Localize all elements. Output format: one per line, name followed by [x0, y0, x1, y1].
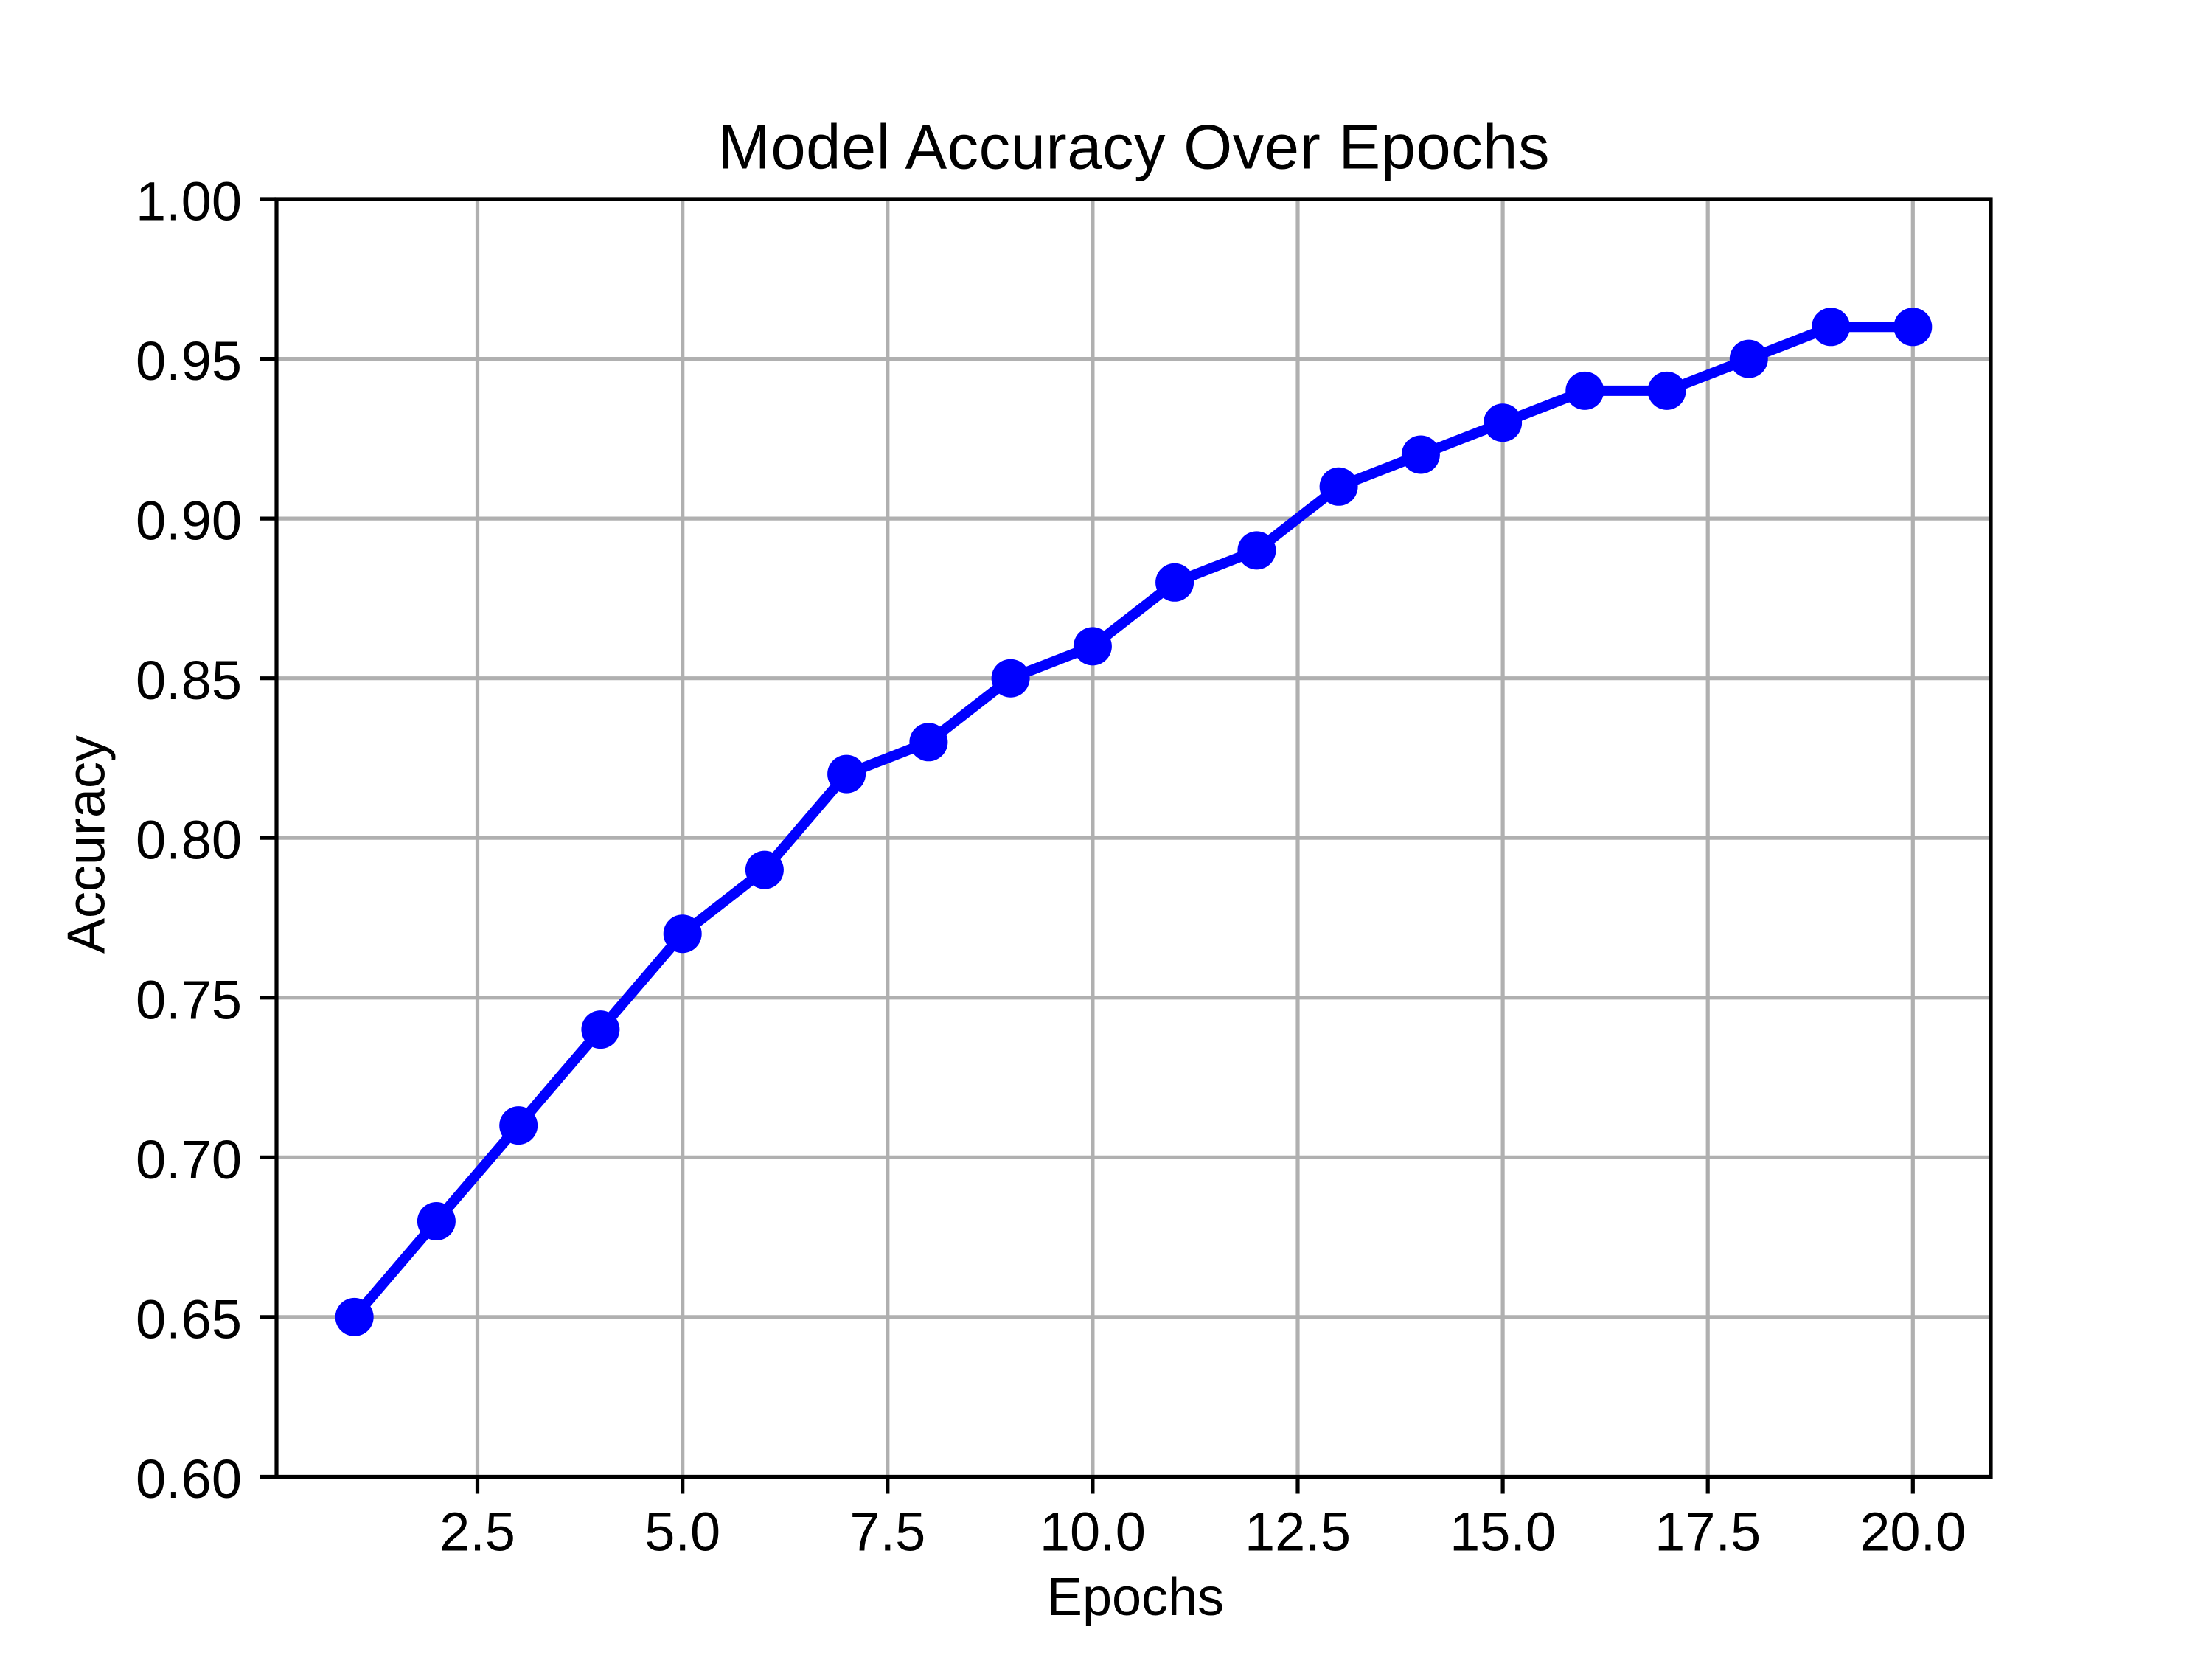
svg-text:Epochs: Epochs	[1047, 1568, 1224, 1627]
svg-text:0.60: 0.60	[136, 1448, 242, 1510]
svg-text:1.00: 1.00	[136, 171, 242, 232]
svg-text:20.0: 20.0	[1860, 1501, 1966, 1563]
svg-text:12.5: 12.5	[1245, 1501, 1351, 1563]
svg-text:0.65: 0.65	[136, 1288, 242, 1350]
svg-text:2.5: 2.5	[439, 1501, 515, 1563]
svg-text:Model Accuracy Over Epochs: Model Accuracy Over Epochs	[718, 113, 1550, 183]
svg-text:0.75: 0.75	[136, 969, 242, 1030]
svg-text:0.80: 0.80	[136, 810, 242, 871]
svg-text:7.5: 7.5	[849, 1501, 925, 1563]
svg-text:0.85: 0.85	[136, 650, 242, 711]
svg-text:0.70: 0.70	[136, 1129, 242, 1190]
svg-text:0.95: 0.95	[136, 330, 242, 392]
svg-text:0.90: 0.90	[136, 490, 242, 552]
svg-text:5.0: 5.0	[644, 1501, 720, 1563]
svg-text:Accuracy: Accuracy	[58, 735, 116, 954]
svg-text:15.0: 15.0	[1450, 1501, 1556, 1563]
svg-text:17.5: 17.5	[1655, 1501, 1761, 1563]
svg-text:10.0: 10.0	[1040, 1501, 1146, 1563]
